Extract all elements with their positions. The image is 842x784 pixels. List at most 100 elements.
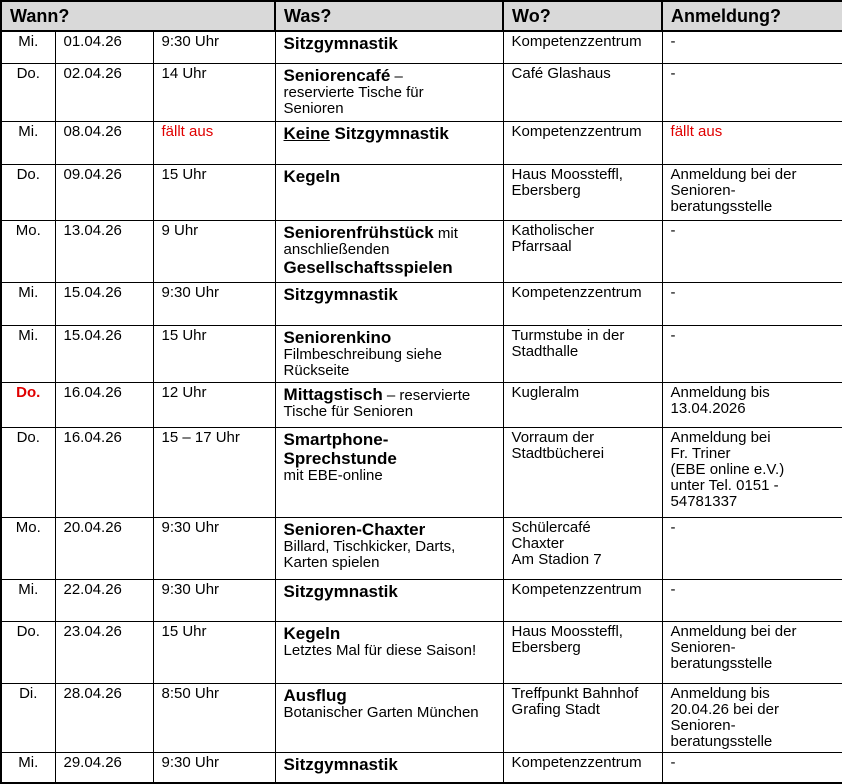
header-wo: Wo?: [502, 0, 664, 32]
cell-signup: -: [661, 516, 842, 580]
cell-signup: -: [661, 751, 842, 784]
text-segment: Do.: [16, 64, 40, 82]
text-segment: – reservierte Tische für Senioren: [283, 67, 424, 117]
cell-date: 23.04.26: [54, 620, 154, 684]
text-segment: Kompetenzzentrum: [511, 580, 642, 598]
text-segment: Sitzgymnastik: [283, 284, 398, 304]
table-row: Mi. 01.04.26 9:30 Uhr Sitzgymnastik Kompeten…: [0, 30, 842, 64]
cell-what: Seniorencafé – reservierte Tische für Se…: [274, 62, 504, 122]
cell-where: Haus Moossteffl, Ebersberg: [502, 163, 663, 221]
cell-signup: -: [661, 324, 842, 383]
cell-day: Mo.: [0, 516, 56, 580]
cell-time: 9:30 Uhr: [152, 30, 276, 64]
cell-what: Senioren-Chaxter Billard, Tischkicker, D…: [274, 516, 504, 580]
text-segment: Haus Moossteffl, Ebersberg: [511, 622, 623, 656]
text-segment: fällt aus: [670, 122, 723, 140]
cell-date: 13.04.26: [54, 219, 154, 283]
text-segment: Do.: [16, 165, 40, 183]
text-segment: Mo.: [15, 518, 41, 536]
text-segment: Sitzgymnastik: [283, 581, 398, 601]
text-segment: -: [670, 326, 676, 344]
cell-time: 9 Uhr: [152, 219, 276, 283]
cell-day: Do.: [0, 62, 56, 122]
header-anmeldung: Anmeldung?: [661, 0, 842, 32]
text-segment: -: [670, 221, 676, 239]
cell-what: Keine Sitzgymnastik: [274, 120, 504, 165]
text-segment: Di.: [19, 684, 38, 702]
text-segment: 9:30 Uhr: [161, 580, 220, 598]
table-row: Do. 09.04.26 15 Uhr Kegeln Haus Moossteffl, …: [0, 163, 842, 221]
cell-what: Seniorenkino Filmbeschreibung siehe Rück…: [274, 324, 504, 383]
cell-time: 9:30 Uhr: [152, 751, 276, 784]
cell-day: Mi.: [0, 30, 56, 64]
table-row: Mi. 08.04.26 fällt aus Keine Sitzgymnastik K…: [0, 120, 842, 165]
text-segment: Do.: [16, 428, 40, 446]
cell-time: fällt aus: [152, 120, 276, 165]
cell-time: 14 Uhr: [152, 62, 276, 122]
text-segment: 9:30 Uhr: [161, 753, 220, 771]
table-body: Mi. 01.04.26 9:30 Uhr Sitzgymnastik Kompeten…: [0, 30, 842, 784]
cell-where: Treffpunkt Bahnhof Grafing Stadt: [502, 682, 663, 753]
cell-time: 15 Uhr: [152, 620, 276, 684]
text-segment: Café Glashaus: [511, 64, 611, 82]
text-segment: Kompetenzzentrum: [511, 33, 642, 50]
cell-signup: -: [661, 62, 842, 122]
cell-day: Mi.: [0, 281, 56, 326]
text-segment: Letztes Mal für diese Saison!: [283, 641, 477, 659]
cell-time: 9:30 Uhr: [152, 281, 276, 326]
text-segment: Filmbeschreibung siehe Rückseite: [283, 345, 442, 379]
text-segment: Do.: [16, 383, 41, 401]
cell-what: Kegeln Letztes Mal für diese Saison!: [274, 620, 504, 684]
text-segment: Katholischer Pfarrsaal: [511, 221, 595, 255]
text-segment: Seniorenfrühstück: [283, 222, 434, 242]
text-segment: Billard, Tischkicker, Darts, Karten spie…: [283, 537, 456, 571]
cell-what: Seniorenfrühstück mit anschließenden Ges…: [274, 219, 504, 283]
cell-where: Café Glashaus: [502, 62, 663, 122]
table-row: Do. 23.04.26 15 Uhr Kegeln Letztes Mal für …: [0, 620, 842, 684]
cell-date: 08.04.26: [54, 120, 154, 165]
text-segment: Vorraum der Stadtbücherei: [511, 428, 605, 462]
text-segment: Mi.: [18, 326, 39, 344]
table-row: Mo. 20.04.26 9:30 Uhr Senioren-Chaxter Bill…: [0, 516, 842, 580]
cell-day: Di.: [0, 682, 56, 753]
text-segment: Seniorencafé: [283, 65, 391, 85]
cell-date: 16.04.26: [54, 426, 154, 518]
cell-what: Sitzgymnastik: [274, 578, 504, 622]
cell-time: 9:30 Uhr: [152, 516, 276, 580]
text-segment: Turmstube in der Stadthalle: [511, 326, 625, 360]
text-segment: 15.04.26: [63, 326, 122, 344]
cell-where: Kompetenzzentrum: [502, 281, 663, 326]
text-segment: 13.04.26: [63, 221, 122, 239]
cell-what: Sitzgymnastik: [274, 30, 504, 64]
text-segment: Mi.: [18, 122, 39, 140]
text-segment: Kegeln: [283, 166, 341, 186]
cell-time: 12 Uhr: [152, 381, 276, 428]
cell-signup: Anmeldung bis 13.04.2026: [661, 381, 842, 428]
cell-signup: Anmeldung bei der Senioren- beratungsste…: [661, 163, 842, 221]
table-row: Mi. 15.04.26 9:30 Uhr Sitzgymnastik Kompeten…: [0, 281, 842, 326]
text-segment: 29.04.26: [63, 753, 122, 771]
text-segment: Seniorenkino: [283, 327, 392, 347]
text-segment: Kompetenzzentrum: [511, 283, 642, 301]
cell-date: 15.04.26: [54, 324, 154, 383]
cell-day: Do.: [0, 426, 56, 518]
text-segment: Mi.: [18, 753, 39, 771]
text-segment: Anmeldung bei Fr. Triner (EBE online e.V…: [670, 428, 785, 510]
text-segment: Anmeldung bis 13.04.2026: [670, 383, 770, 417]
text-segment: 8:50 Uhr: [161, 684, 220, 702]
cell-where: Kompetenzzentrum: [502, 30, 663, 64]
table-row: Mo. 13.04.26 9 Uhr Seniorenfrühstück mit an…: [0, 219, 842, 283]
cell-what: Mittagstisch – reservierte Tische für Se…: [274, 381, 504, 428]
cell-day: Mi.: [0, 751, 56, 784]
text-segment: 22.04.26: [63, 580, 122, 598]
text-segment: Gesellschaftsspielen: [283, 257, 453, 277]
table-row: Di. 28.04.26 8:50 Uhr Ausflug Botanischer G…: [0, 682, 842, 753]
table-row: Do. 16.04.26 15 – 17 Uhr Smartphone- Sprech…: [0, 426, 842, 518]
text-segment: Kegeln: [283, 623, 341, 643]
cell-what: Smartphone- Sprechstunde mit EBE-online: [274, 426, 504, 518]
cell-date: 09.04.26: [54, 163, 154, 221]
text-segment: Mi.: [18, 283, 39, 301]
text-segment: Kompetenzzentrum: [511, 122, 642, 140]
text-segment: -: [670, 753, 676, 771]
text-segment: mit anschließenden: [283, 224, 458, 258]
